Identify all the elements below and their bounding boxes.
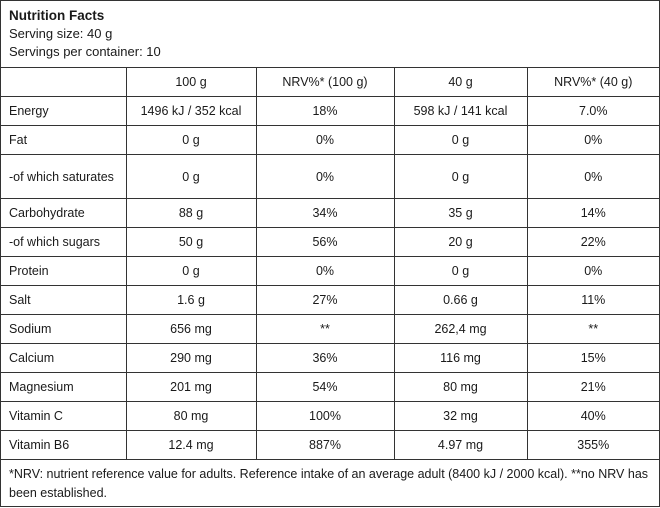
- servings-per-container: Servings per container: 10: [9, 44, 161, 59]
- nutrient-name: Calcium: [1, 343, 127, 373]
- table-cell: 40%: [526, 401, 659, 431]
- table-row: Sodium 656 mg ** 262,4 mg **: [1, 314, 659, 344]
- table-row: -of which saturates 0 g 0% 0 g 0%: [1, 154, 659, 199]
- table-cell: **: [526, 314, 659, 344]
- table-cell: 0%: [526, 154, 659, 199]
- footnote: *NRV: nutrient reference value for adult…: [9, 467, 649, 500]
- nutrition-table: 100 g NRV%* (100 g) 40 g NRV%* (40 g) Energy…: [1, 68, 659, 460]
- table-cell: 18%: [255, 96, 395, 126]
- table-cell: 27%: [255, 285, 395, 315]
- table-cell: 32 mg: [393, 401, 528, 431]
- table-cell: 656 mg: [125, 314, 257, 344]
- nutrient-name: -of which saturates: [1, 154, 127, 199]
- table-cell: 201 mg: [125, 372, 257, 402]
- table-cell: 0%: [255, 125, 395, 155]
- table-row: Vitamin C 80 mg 100% 32 mg 40%: [1, 401, 659, 431]
- table-cell: 355%: [526, 430, 659, 460]
- table-cell: 54%: [255, 372, 395, 402]
- table-cell: 0%: [255, 154, 395, 199]
- table-cell: 15%: [526, 343, 659, 373]
- table-cell: 40 g: [393, 68, 528, 97]
- table-cell: 20 g: [393, 227, 528, 257]
- table-row: -of which sugars 50 g 56% 20 g 22%: [1, 227, 659, 257]
- table-cell: 0 g: [125, 256, 257, 286]
- nutrient-name: Protein: [1, 256, 127, 286]
- table-cell: 21%: [526, 372, 659, 402]
- table-row: Magnesium 201 mg 54% 80 mg 21%: [1, 372, 659, 402]
- label-title: Nutrition Facts: [9, 8, 105, 23]
- table-cell: 80 mg: [125, 401, 257, 431]
- table-cell: 0 g: [393, 256, 528, 286]
- table-cell: 50 g: [125, 227, 257, 257]
- table-cell: 88 g: [125, 198, 257, 228]
- table-row: Fat 0 g 0% 0 g 0%: [1, 125, 659, 155]
- table-header-row: 100 g NRV%* (100 g) 40 g NRV%* (40 g): [1, 68, 659, 97]
- table-row: Protein 0 g 0% 0 g 0%: [1, 256, 659, 286]
- table-cell: 262,4 mg: [393, 314, 528, 344]
- serving-size: Serving size: 40 g: [9, 26, 113, 41]
- table-cell: NRV%* (100 g): [255, 68, 395, 97]
- nutrient-name: -of which sugars: [1, 227, 127, 257]
- table-cell: 100 g: [125, 68, 257, 97]
- table-cell: 0%: [526, 125, 659, 155]
- nutrient-name: Energy: [1, 96, 127, 126]
- table-cell: 0 g: [393, 125, 528, 155]
- table-row: Salt 1.6 g 27% 0.66 g 11%: [1, 285, 659, 315]
- nutrient-name: Sodium: [1, 314, 127, 344]
- nutrient-name: Fat: [1, 125, 127, 155]
- nutrient-name: [1, 68, 127, 97]
- table-row: Carbohydrate 88 g 34% 35 g 14%: [1, 198, 659, 228]
- table-cell: 887%: [255, 430, 395, 460]
- table-cell: 4.97 mg: [393, 430, 528, 460]
- table-cell: 0 g: [393, 154, 528, 199]
- table-cell: 14%: [526, 198, 659, 228]
- table-cell: 0%: [526, 256, 659, 286]
- label-header: Nutrition Facts Serving size: 40 g Servi…: [1, 1, 659, 68]
- nutrient-name: Carbohydrate: [1, 198, 127, 228]
- table-cell: 598 kJ / 141 kcal: [393, 96, 528, 126]
- table-row: Vitamin B6 12.4 mg 887% 4.97 mg 355%: [1, 430, 659, 460]
- table-cell: 36%: [255, 343, 395, 373]
- table-cell: 22%: [526, 227, 659, 257]
- table-cell: 80 mg: [393, 372, 528, 402]
- table-cell: 0.66 g: [393, 285, 528, 315]
- table-cell: 7.0%: [526, 96, 659, 126]
- table-cell: 1.6 g: [125, 285, 257, 315]
- table-cell: **: [255, 314, 395, 344]
- table-cell: 0 g: [125, 125, 257, 155]
- nutrient-name: Vitamin B6: [1, 430, 127, 460]
- table-row: Energy 1496 kJ / 352 kcal 18% 598 kJ / 141 …: [1, 96, 659, 126]
- table-cell: 0%: [255, 256, 395, 286]
- table-cell: 11%: [526, 285, 659, 315]
- nutrient-name: Magnesium: [1, 372, 127, 402]
- table-cell: 0 g: [125, 154, 257, 199]
- table-cell: 12.4 mg: [125, 430, 257, 460]
- table-cell: 35 g: [393, 198, 528, 228]
- table-row: Calcium 290 mg 36% 116 mg 15%: [1, 343, 659, 373]
- nutrient-name: Salt: [1, 285, 127, 315]
- table-cell: 34%: [255, 198, 395, 228]
- table-cell: 56%: [255, 227, 395, 257]
- table-cell: 1496 kJ / 352 kcal: [125, 96, 257, 126]
- table-cell: 116 mg: [393, 343, 528, 373]
- table-cell: 290 mg: [125, 343, 257, 373]
- nutrient-name: Vitamin C: [1, 401, 127, 431]
- table-cell: 100%: [255, 401, 395, 431]
- table-cell: NRV%* (40 g): [526, 68, 659, 97]
